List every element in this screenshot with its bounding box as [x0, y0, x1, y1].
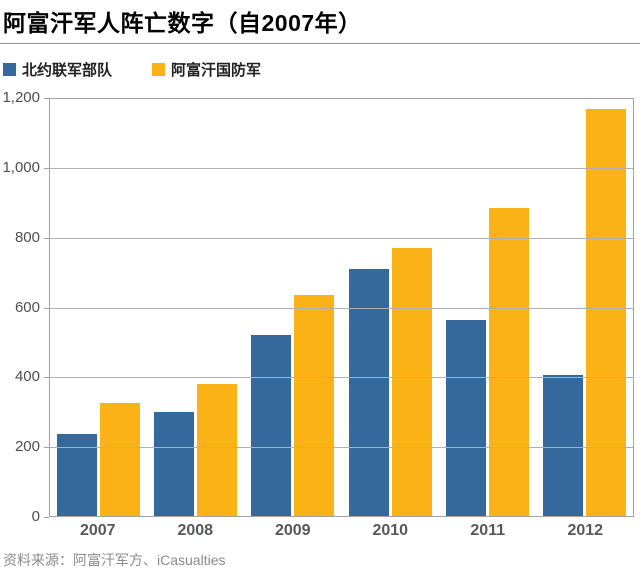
source-note: 资料来源：阿富汗军方、iCasualties	[3, 552, 226, 568]
bar	[585, 109, 626, 516]
bar	[57, 434, 98, 516]
gridline	[50, 376, 633, 378]
bar	[197, 383, 238, 516]
bar	[445, 319, 486, 516]
plot-area	[49, 98, 634, 517]
gridline	[50, 168, 633, 170]
bar	[100, 403, 141, 516]
x-tick-label: 2010	[372, 522, 409, 539]
bar-group-2011	[439, 99, 536, 516]
bar	[488, 208, 529, 516]
title-divider	[0, 43, 640, 44]
bar-group-2007	[50, 99, 147, 516]
y-tick-mark	[44, 307, 49, 309]
y-tick-mark	[44, 237, 49, 239]
bar-group-2012	[536, 99, 633, 516]
y-tick-label: 1,000	[2, 158, 40, 176]
y-tick-mark	[44, 447, 49, 449]
x-tick-label: 2011	[470, 522, 506, 539]
legend-item-afghan: 阿富汗国防军	[152, 59, 261, 80]
bar-group-2010	[342, 99, 439, 516]
gridline	[50, 446, 633, 448]
gridline	[50, 307, 633, 309]
bar-groups	[50, 99, 633, 516]
bar	[294, 295, 335, 516]
legend-label-nato: 北约联军部队	[22, 62, 113, 79]
y-tick-mark	[44, 98, 49, 99]
bar	[251, 335, 292, 516]
chart-legend: 北约联军部队 阿富汗国防军	[3, 59, 301, 80]
y-tick-mark	[44, 167, 49, 169]
y-tick-label: 600	[14, 298, 40, 316]
bar	[348, 269, 389, 516]
y-tick-label: 200	[14, 438, 40, 456]
nato-series-swatch-icon	[3, 63, 16, 76]
bar	[391, 248, 432, 516]
y-tick-label: 400	[14, 368, 40, 386]
x-axis: 2007 2008 2009 2010 2011 2012	[49, 522, 634, 542]
legend-item-nato: 北约联军部队	[3, 59, 112, 80]
afghan-series-swatch-icon	[152, 63, 166, 76]
x-tick-label: 2007	[79, 522, 116, 539]
x-tick-label: 2008	[177, 522, 214, 539]
bar	[154, 411, 195, 516]
gridline	[50, 237, 633, 239]
y-tick-mark	[44, 377, 49, 379]
y-tick-label: 1,200	[2, 89, 40, 106]
y-tick-label: 0	[31, 508, 40, 525]
x-tick-label: 2012	[567, 522, 604, 539]
bar	[542, 375, 583, 516]
y-tick-label: 800	[14, 228, 40, 246]
page-title: 阿富汗军人阵亡数字（自2007年）	[3, 10, 362, 36]
y-axis: 1,200 1,000 800 600 400 200 0	[0, 89, 49, 525]
y-tick-mark	[44, 517, 49, 518]
bar-group-2008	[147, 99, 244, 516]
x-tick-label: 2009	[274, 522, 311, 539]
legend-label-afghan: 阿富汗国防军	[171, 62, 262, 79]
bar-group-2009	[244, 99, 341, 516]
